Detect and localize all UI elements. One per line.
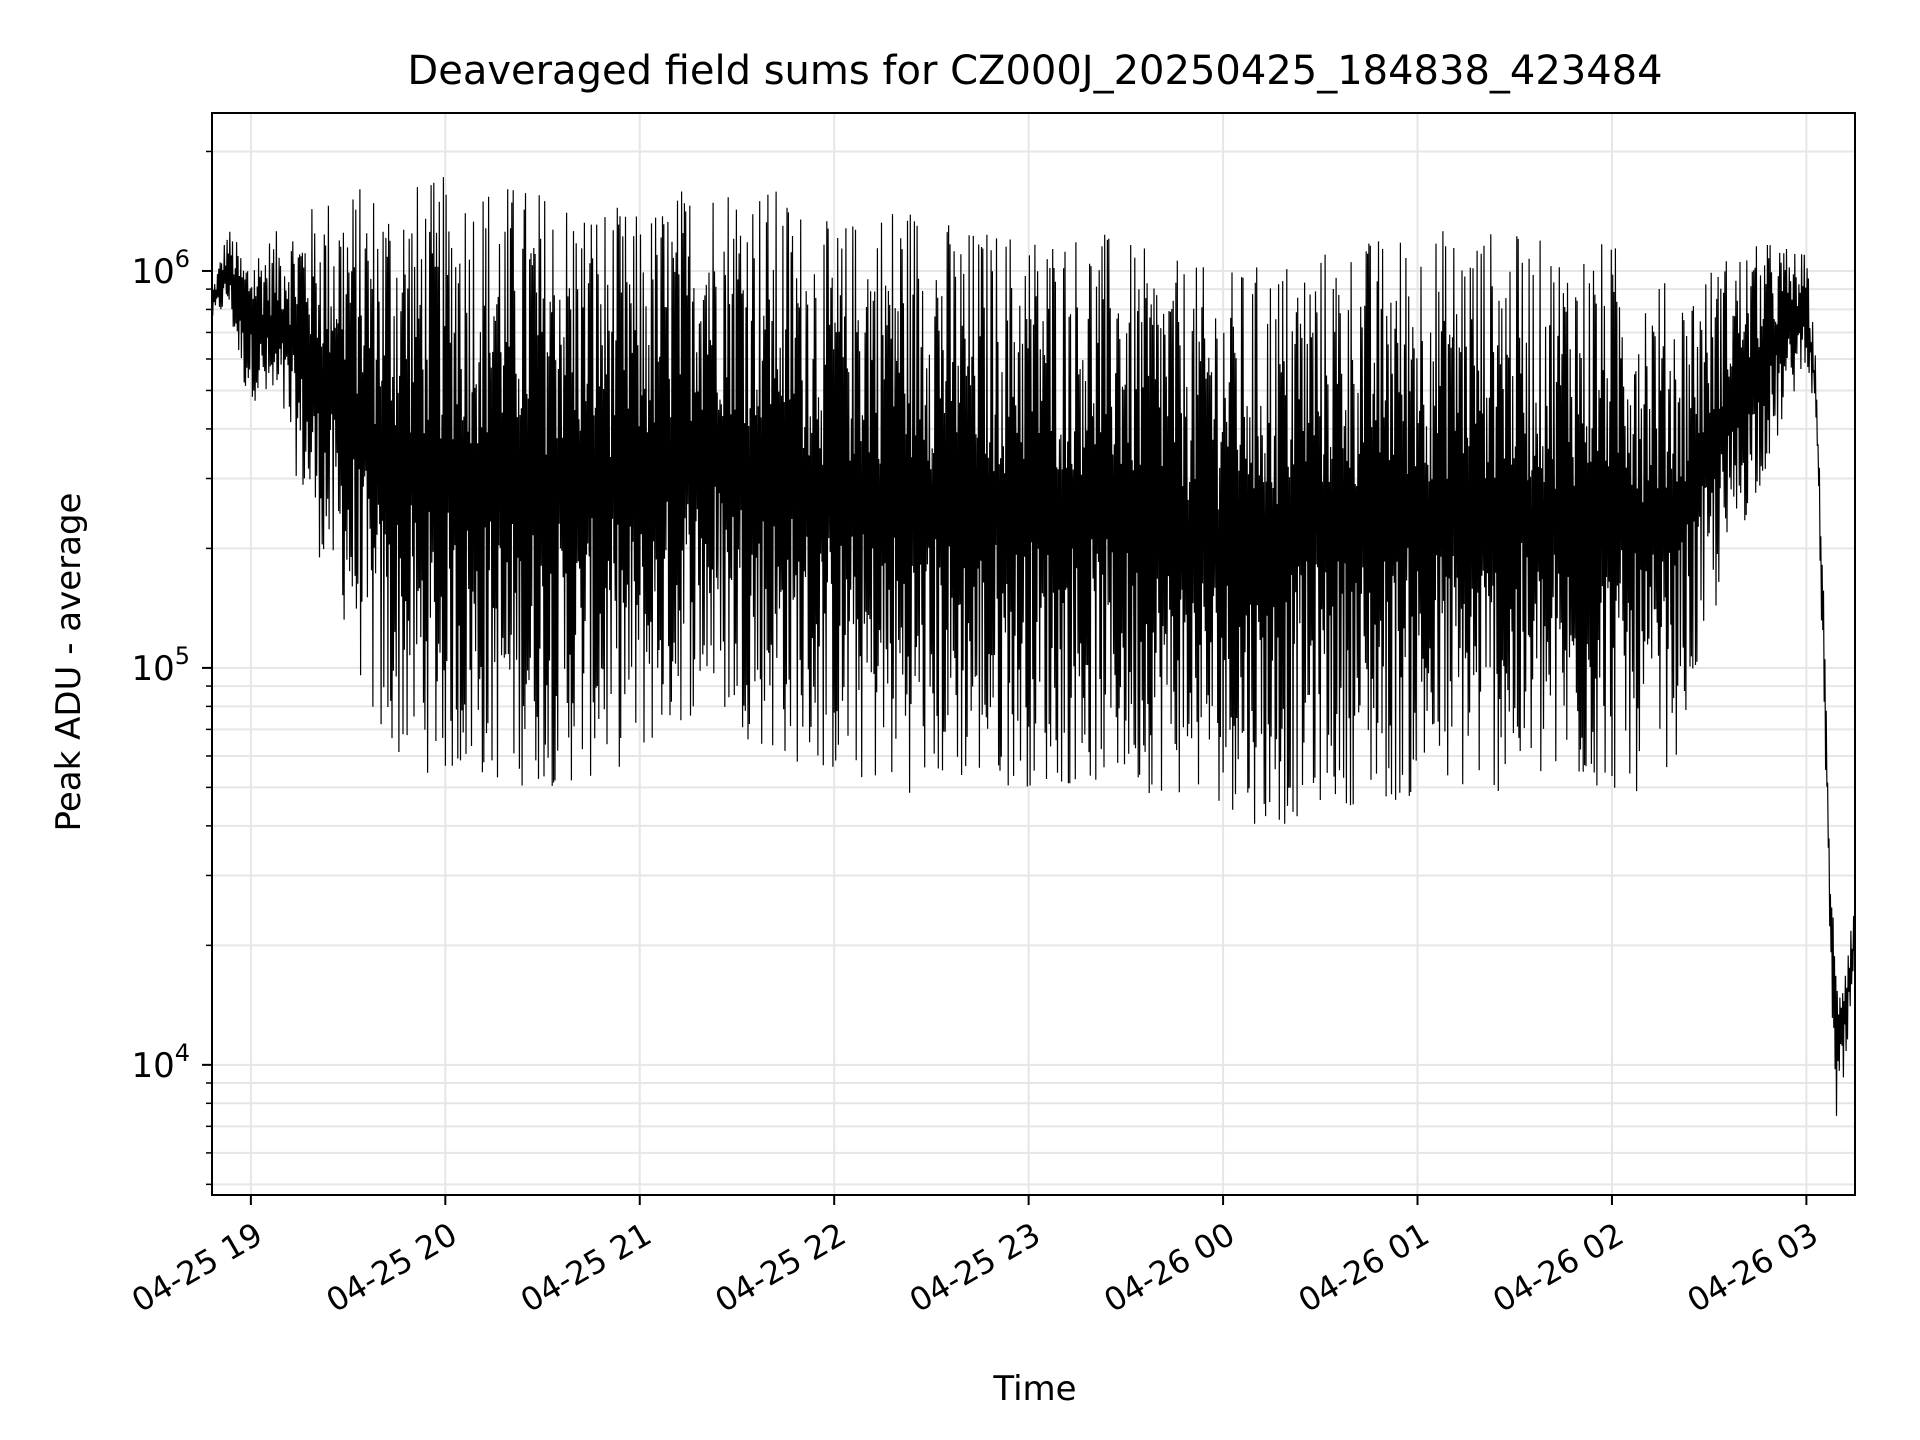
- y-tick-base: 10: [131, 649, 174, 689]
- y-tick-exponent: 6: [175, 245, 190, 273]
- plot-area: [211, 177, 1856, 1116]
- y-tick-base: 10: [131, 252, 174, 292]
- x-axis-label: Time: [992, 1369, 1076, 1409]
- y-tick-exponent: 4: [175, 1039, 190, 1067]
- y-tick-exponent: 5: [175, 642, 190, 670]
- data-series-line: [211, 177, 1856, 1116]
- y-tick-label: 104: [131, 1039, 190, 1086]
- y-tick-label: 105: [131, 642, 190, 689]
- y-axis-label: Peak ADU - average: [49, 493, 89, 832]
- y-tick-label: 106: [131, 245, 190, 292]
- chart-title: Deaveraged field sums for CZ000J_2025042…: [407, 48, 1662, 94]
- y-tick-base: 10: [131, 1046, 174, 1086]
- axes-frame: [211, 112, 1856, 1196]
